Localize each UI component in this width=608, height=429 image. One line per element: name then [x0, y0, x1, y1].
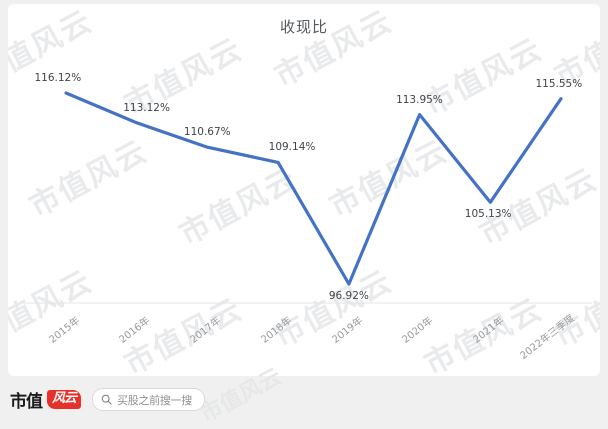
data-label: 96.92% — [328, 290, 369, 302]
data-label: 113.95% — [396, 93, 443, 106]
data-label: 115.55% — [535, 77, 583, 90]
footer-bar: 市值风云 市值 风云 买股之前搜一搜 — [0, 365, 608, 428]
data-label: 113.12% — [123, 101, 170, 114]
data-label: 105.13% — [464, 208, 512, 221]
search-placeholder-text: 买股之前搜一搜 — [117, 393, 192, 407]
search-box[interactable]: 买股之前搜一搜 — [92, 388, 205, 411]
brand-badge: 风云 — [47, 390, 82, 409]
chart-title: 收现比 — [279, 18, 328, 36]
chart-card: 市值风云 市值风云 市值风云 市值风云 市值风云 市值风云 市值风云 市值风云 市值风云 市值风云… — [8, 4, 600, 376]
brand-logo[interactable]: 市值 风云 — [10, 387, 82, 412]
data-label: 110.67% — [183, 126, 231, 139]
line-chart-plot — [22, 91, 592, 304]
search-icon — [101, 394, 112, 405]
data-label: 109.14% — [268, 141, 316, 154]
brand-name-text: 市值 — [10, 392, 43, 412]
series-line-收现比 — [64, 91, 563, 286]
data-label: 116.12% — [34, 72, 82, 84]
